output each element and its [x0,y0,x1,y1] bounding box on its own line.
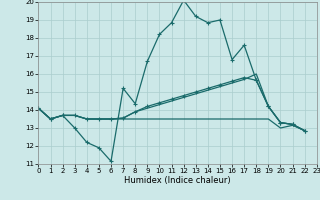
X-axis label: Humidex (Indice chaleur): Humidex (Indice chaleur) [124,176,231,185]
